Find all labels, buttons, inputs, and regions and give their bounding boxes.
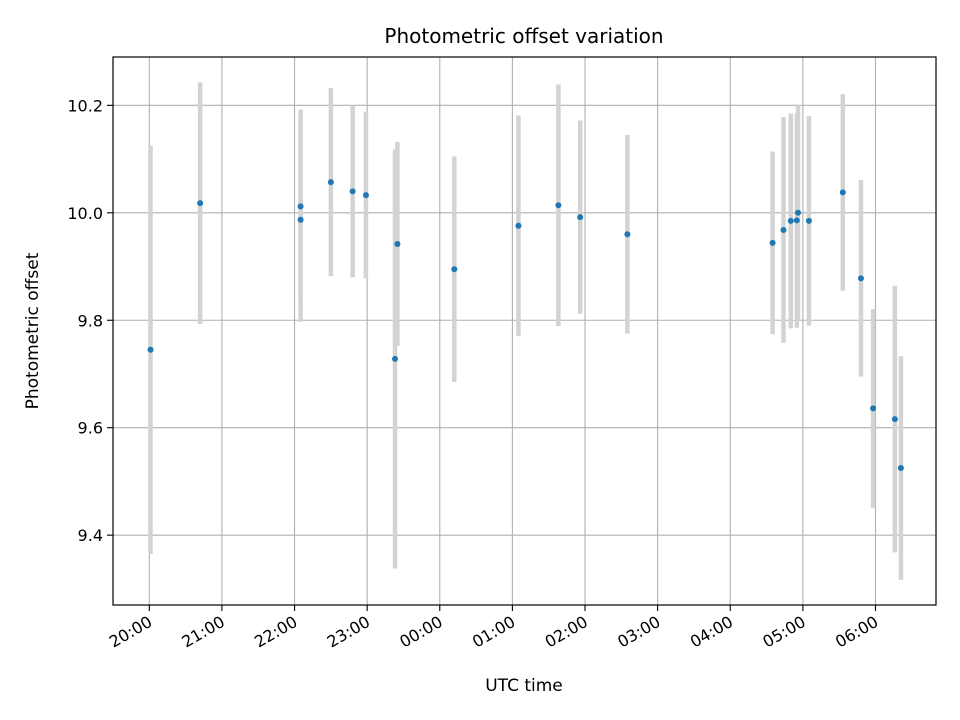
data-point (787, 217, 794, 224)
x-tick-label: 04:00 (687, 612, 736, 652)
x-tick-label: 03:00 (614, 612, 663, 652)
axis-ticks: 20:00 21:00 22:00 23:00 00:00 01:00 02:00 03:00… (67, 96, 881, 651)
chart-title: Photometric offset variation (384, 24, 663, 48)
data-point (805, 217, 812, 224)
data-point (362, 192, 369, 199)
data-point (839, 189, 846, 196)
data-point (555, 202, 562, 209)
data-point (394, 240, 401, 247)
x-tick-label: 21:00 (178, 612, 227, 652)
x-axis-title: UTC time (485, 676, 563, 696)
error-bars (148, 82, 904, 580)
data-point (795, 209, 802, 216)
y-tick-label: 9.4 (78, 526, 103, 545)
data-point (577, 214, 584, 221)
data-points (147, 179, 904, 471)
data-point (857, 275, 864, 282)
y-axis-title: Photometric offset (23, 252, 43, 409)
data-point (197, 200, 204, 207)
data-point (769, 239, 776, 246)
x-tick-label: 22:00 (251, 612, 300, 652)
data-point (515, 222, 522, 229)
plot-frame (112, 56, 937, 606)
y-tick-label: 10.0 (67, 204, 103, 223)
data-point (327, 179, 334, 186)
data-point (897, 465, 904, 471)
x-tick-label: 05:00 (759, 612, 808, 652)
data-point (349, 188, 356, 195)
x-tick-label: 23:00 (324, 612, 373, 652)
x-tick-label: 06:00 (832, 612, 881, 652)
x-tick-label: 20:00 (106, 612, 155, 652)
y-tick-label: 9.8 (78, 311, 103, 330)
data-point (891, 416, 898, 423)
data-point (780, 226, 787, 233)
y-tick-label: 9.6 (78, 419, 103, 438)
data-point (147, 346, 154, 353)
data-point (451, 266, 458, 273)
x-tick-label: 00:00 (396, 612, 445, 652)
y-tick-label: 10.2 (67, 96, 103, 115)
data-point (793, 217, 800, 224)
x-tick-label: 02:00 (542, 612, 591, 652)
grid (113, 57, 936, 605)
data-point (624, 231, 631, 238)
data-point (297, 216, 304, 223)
data-point (870, 405, 877, 412)
data-point (391, 355, 398, 362)
x-tick-label: 01:00 (469, 612, 518, 652)
data-point (297, 203, 304, 210)
